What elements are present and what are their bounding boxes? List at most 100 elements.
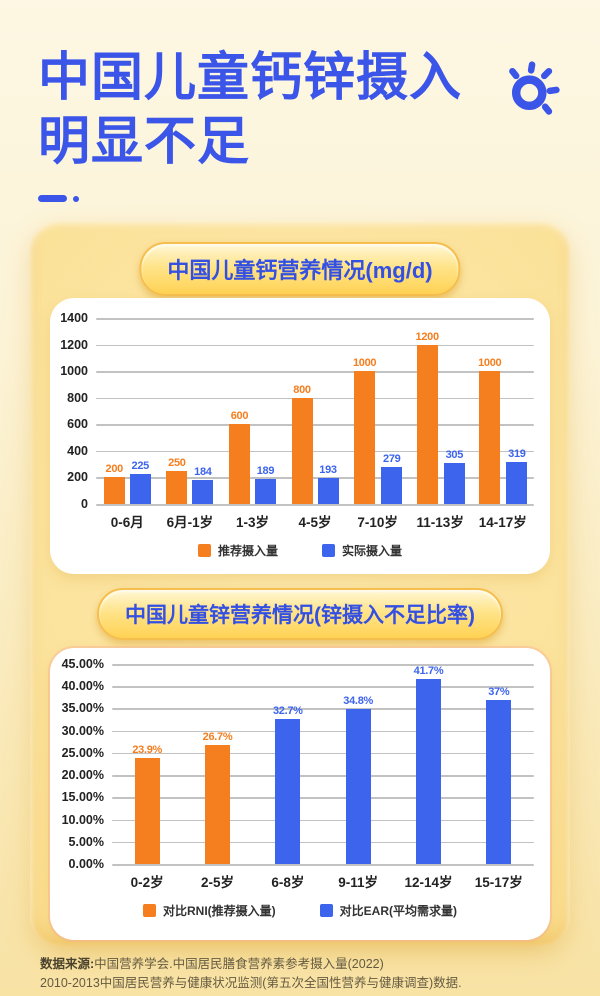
page-title-line1: 中国儿童钙锌摄入 [38, 49, 463, 107]
bar [204, 745, 230, 864]
legend-swatch [322, 544, 335, 557]
zinc-chart-title-badge: 中国儿童锌营养情况(锌摄入不足比率) [97, 588, 503, 640]
legend: 对比RNI(推荐摄入量) 对比EAR(平均需求量) [50, 902, 550, 919]
y-tick-label: 5.00% [68, 834, 104, 849]
category-group: 34.8% [323, 664, 393, 864]
bar [254, 478, 276, 504]
bar-with-label: 1000 [478, 357, 502, 504]
bar-with-label: 279 [381, 452, 403, 504]
title-underline-dot [73, 196, 79, 202]
zinc-chart-title: 中国儿童锌营养情况(锌摄入不足比率) [125, 604, 475, 627]
legend: 推荐摄入量 实际摄入量 [50, 542, 550, 559]
bar [103, 477, 125, 504]
bar-with-label: 200 [103, 463, 125, 504]
y-tick-label: 0 [81, 497, 88, 511]
bar [291, 397, 313, 504]
x-axis-label: 6月-1岁 [166, 515, 214, 530]
y-tick-label: 600 [67, 417, 88, 432]
gridline [96, 318, 534, 320]
gridline [96, 504, 534, 506]
x-axis-label: 9-11岁 [338, 875, 379, 890]
y-tick-label: 40.00% [61, 679, 104, 694]
y-tick-label: 30.00% [61, 723, 104, 738]
bar [129, 474, 151, 504]
bar-with-label: 305 [443, 449, 465, 504]
y-tick-label: 800 [67, 390, 88, 405]
bar [506, 461, 528, 504]
y-tick-label: 35.00% [61, 701, 104, 716]
bar-value-label: 319 [508, 447, 526, 460]
bar-with-label: 1000 [352, 357, 377, 504]
bar-value-label: 1000 [478, 357, 502, 370]
bar-with-label: 41.7% [414, 665, 444, 864]
x-axis-label: 2-5岁 [200, 875, 234, 890]
x-axis-label: 14-17岁 [478, 515, 527, 530]
gridline [96, 371, 534, 373]
legend-label: 对比RNI(推荐摄入量) [162, 904, 276, 918]
bar [479, 371, 501, 504]
x-axis: 0-2岁 2-5岁 6-8岁 9-11岁 12-14岁 15-17岁 [112, 871, 534, 891]
y-tick-label: 25.00% [61, 745, 104, 760]
bar-value-label: 37% [488, 685, 510, 698]
bar-value-label: 1000 [352, 357, 377, 370]
bar-value-label: 193 [319, 464, 337, 477]
page-title-line2: 明显不足 [38, 113, 251, 171]
legend-label: 推荐摄入量 [217, 544, 278, 558]
x-axis-label: 12-14岁 [404, 875, 453, 890]
plot-area: 23.9% 26.7% 32.7% 34.8% 41.7% 37% [112, 664, 534, 866]
gridline [96, 477, 534, 480]
bar-with-label: 37% [486, 685, 512, 864]
bar-value-label: 225 [131, 460, 150, 473]
x-axis-label: 0-6月 [110, 515, 144, 530]
bar-value-label: 32.7% [272, 704, 303, 717]
bar [134, 757, 160, 864]
calcium-chart-title-badge: 中国儿童钙营养情况(mg/d) [139, 242, 461, 296]
gridline [96, 397, 534, 400]
bar-value-label: 34.8% [343, 695, 373, 708]
y-tick-label: 400 [67, 443, 88, 458]
legend-swatch [319, 904, 333, 917]
bar-with-label: 1200 [416, 331, 439, 504]
y-axis: 0.00% 5.00% 10.00% 15.00% 20.00% 25.00% 30.00%… [50, 657, 112, 871]
bar [443, 463, 465, 504]
x-axis-label: 4-5岁 [298, 515, 332, 530]
bar-value-label: 250 [168, 456, 186, 469]
bar-with-label: 250 [166, 456, 188, 504]
plot-row: 0 200 400 600 800 1000 1200 1400 200 225 250 184 600… [50, 311, 550, 511]
gridline [112, 664, 534, 666]
category-group: 1000 319 [471, 318, 534, 504]
bar-value-label: 600 [230, 410, 249, 423]
y-axis: 0 200 400 600 800 1000 1200 1400 [50, 311, 96, 511]
calcium-chart-title: 中国儿童钙营养情况(mg/d) [167, 258, 433, 283]
category-group: 32.7% [253, 664, 323, 864]
legend-swatch [142, 904, 156, 917]
y-tick-label: 10.00% [61, 812, 104, 827]
gridline [112, 841, 534, 844]
bar [345, 709, 371, 864]
x-axis-label: 6-8岁 [271, 875, 305, 890]
gridline [112, 797, 534, 799]
bar-value-label: 1200 [415, 330, 440, 343]
bar [192, 479, 214, 504]
gridline [112, 864, 534, 866]
bar-value-label: 41.7% [413, 664, 444, 677]
y-tick-label: 15.00% [61, 790, 104, 805]
charts-panel: 中国儿童钙营养情况(mg/d) 0 200 400 600 800 1000 1200 140… [30, 220, 570, 946]
gridline [112, 775, 534, 777]
gridline [112, 730, 534, 733]
y-tick-label: 45.00% [61, 657, 104, 671]
legend-label: 实际摄入量 [342, 544, 403, 558]
category-group: 23.9% [112, 664, 182, 864]
data-source-line2: 2010-2013中国居民营养与健康状况监测(第五次全国性营养与健康调查)数据. [40, 976, 462, 991]
legend-item: 实际摄入量 [322, 542, 402, 559]
bar-value-label: 279 [383, 452, 401, 465]
x-axis: 0-6月 6月-1岁 1-3岁 4-5岁 7-10岁 11-13岁 14-17岁 [96, 511, 534, 531]
gridline [112, 686, 534, 688]
title-underline-dash [38, 195, 67, 202]
bar-with-label: 600 [228, 410, 250, 504]
category-group: 200 225 [96, 318, 159, 504]
category-group: 1200 305 [409, 318, 472, 504]
bar-value-label: 184 [194, 465, 212, 478]
bar-value-label: 189 [256, 464, 275, 477]
